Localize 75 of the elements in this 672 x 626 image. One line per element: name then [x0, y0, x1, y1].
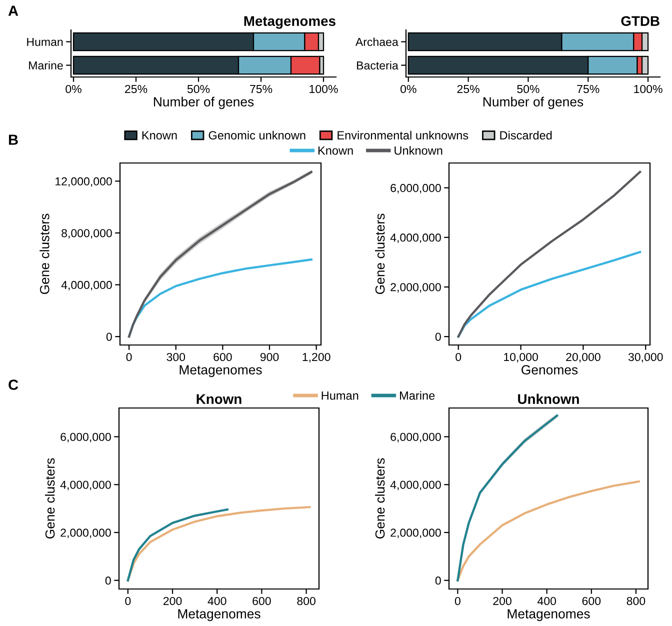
x-tick-label: 50%	[187, 84, 210, 94]
x-tick-label: 75%	[250, 84, 272, 94]
legend-label: Genomic unknown	[208, 130, 306, 140]
x-tick-label: 25%	[457, 84, 480, 94]
x-tick-label: 0	[126, 352, 132, 362]
y-tick-label: 2,000,000	[390, 283, 441, 293]
x-tick-label: 20,000	[566, 352, 600, 362]
x-axis-title: Number of genes	[483, 96, 584, 110]
y-tick-label: 4,000,000	[60, 480, 111, 490]
x-tick-label: 0	[125, 596, 131, 606]
x-axis-title: Metagenomes	[180, 365, 262, 378]
x-tick-label: 0	[454, 596, 460, 606]
legend-label: Known	[142, 131, 177, 140]
x-axis-title: Genomes	[522, 365, 578, 374]
x-tick-label: 1,200	[302, 352, 330, 362]
y-tick-label: 0	[105, 576, 111, 585]
x-tick-label: 200	[493, 596, 512, 606]
x-tick-label: 300	[166, 352, 186, 362]
y-tick-label: 2,000,000	[60, 528, 111, 538]
x-tick-label: 75%	[577, 84, 600, 94]
x-tick-label: 400	[537, 596, 556, 606]
y-axis-title: Gene clusters	[40, 214, 50, 294]
x-axis-title: Metagenomes	[178, 609, 260, 622]
x-tick-label: 10,000	[504, 352, 538, 362]
line-series	[457, 170, 642, 338]
text: A	[8, 6, 18, 16]
legend-label: Environmental unknowns	[338, 130, 468, 140]
y-tick-label: 8,000,000	[62, 229, 112, 239]
x-tick-label: 800	[297, 596, 316, 606]
x-tick-label: 600	[582, 596, 601, 606]
x-tick-label: 100%	[634, 84, 662, 94]
y-axis-title: Gene clusters	[375, 214, 385, 294]
x-tick-label: 900	[260, 352, 279, 362]
y-tick-label: Archaea	[355, 38, 398, 46]
y-tick-label: 6,000,000	[60, 432, 111, 442]
x-axis-title: Metagenomes	[508, 609, 590, 622]
legend-label: Unknown	[394, 146, 442, 155]
line-series	[456, 480, 640, 582]
legend-label: Known	[318, 146, 353, 155]
x-tick-label: 25%	[125, 84, 148, 94]
x-axis-title: Number of genes	[154, 96, 254, 110]
x-tick-label: 600	[214, 352, 232, 362]
line-series	[126, 506, 311, 582]
y-axis-title: Gene clusters	[375, 458, 385, 539]
y-tick-label: 2,000,000	[390, 528, 441, 538]
x-tick-label: 0	[456, 352, 462, 362]
x-tick-label: 100%	[310, 84, 338, 94]
y-tick-label: 12,000,000	[56, 177, 112, 187]
y-tick-label: 6,000,000	[390, 432, 441, 442]
text: C	[8, 380, 18, 390]
line-series	[126, 508, 228, 582]
x-tick-label: 50%	[517, 84, 540, 94]
y-tick-label: 0	[106, 332, 112, 341]
legend-label: Discarded	[500, 130, 552, 140]
x-tick-label: 600	[252, 596, 271, 606]
legend-label: Human	[322, 392, 358, 400]
x-tick-label: 0%	[66, 84, 82, 94]
text: B	[8, 134, 18, 145]
chart-title: Unknown	[518, 394, 579, 404]
chart-title: Metagenomes	[244, 16, 336, 29]
y-tick-label: Bacteria	[357, 61, 398, 70]
y-tick-label: 4,000,000	[390, 234, 441, 244]
chart-title: Known	[196, 394, 242, 404]
y-tick-label: 4,000,000	[390, 480, 441, 490]
x-tick-label: 800	[626, 596, 646, 606]
y-tick-label: 6,000,000	[390, 184, 441, 194]
x-tick-label: 400	[208, 596, 226, 606]
y-tick-label: 0	[435, 332, 441, 341]
chart-title: GTDB	[621, 16, 660, 26]
x-tick-label: 0%	[400, 84, 416, 94]
x-tick-label: 200	[163, 596, 182, 606]
x-tick-label: 30,000	[628, 352, 663, 362]
y-tick-label: 0	[435, 576, 441, 585]
y-axis-title: Gene clusters	[45, 458, 55, 539]
y-tick-label: 4,000,000	[61, 280, 112, 290]
